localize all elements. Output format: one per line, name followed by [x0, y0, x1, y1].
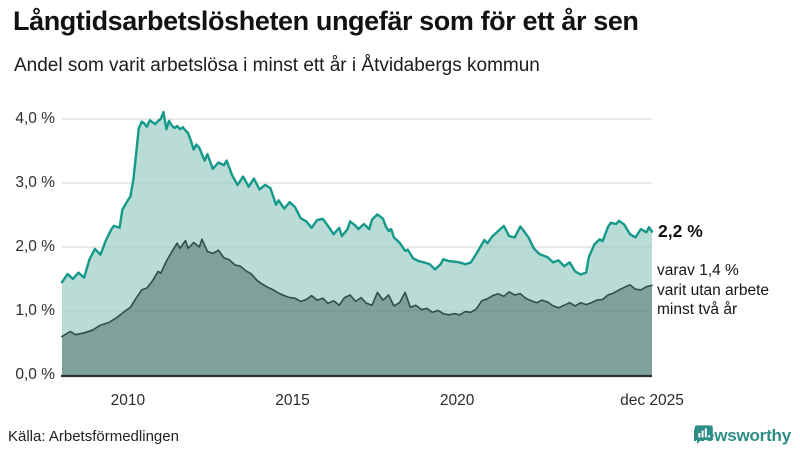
series2-annotation: varav 1,4 % varit utan arbete minst två … [657, 261, 769, 320]
y-tick-label: 0,0 % [15, 366, 55, 383]
x-tick-label: 2020 [439, 392, 475, 409]
y-tick-label: 3,0 % [15, 174, 55, 191]
newsworthy-logo-icon [694, 425, 713, 445]
y-tick-label: 1,0 % [15, 302, 55, 319]
y-tick-label: 2,0 % [15, 238, 55, 255]
annotation-line-2: varit utan arbete [657, 281, 770, 299]
brand-name: Newsworthy [692, 426, 791, 445]
x-tick-label: dec 2025 [620, 392, 684, 409]
x-tick-label: 2010 [110, 392, 146, 409]
brand-logo[interactable]: Newsworthy [693, 424, 791, 448]
chart-title: Långtidsarbetslösheten ungefär som för e… [13, 6, 639, 36]
annotation-line-1: varav 1,4 % [657, 262, 739, 279]
series1-end-value-label: 2,2 % [658, 220, 703, 241]
x-tick-label: 2015 [275, 392, 310, 409]
source-label: Källa: Arbetsförmedlingen [8, 428, 179, 445]
chart-subtitle: Andel som varit arbetslösa i minst ett å… [14, 55, 540, 76]
annotation-line-3: minst två år [657, 301, 738, 318]
y-tick-label: 4,0 % [15, 110, 55, 127]
